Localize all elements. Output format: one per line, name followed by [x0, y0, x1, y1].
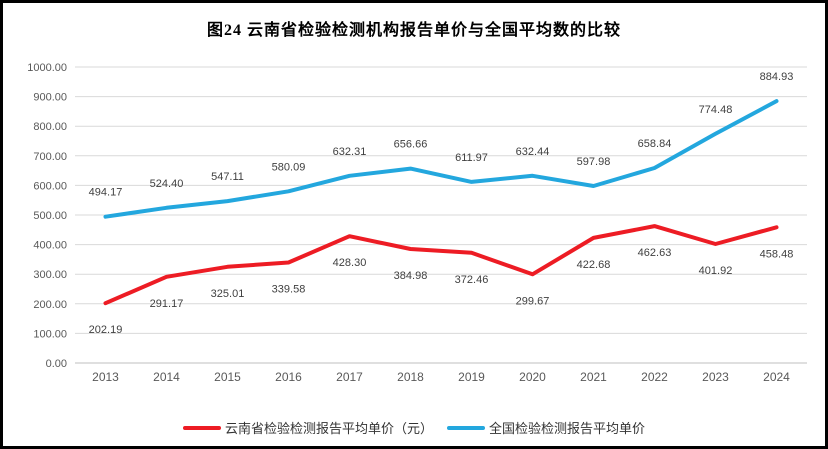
data-label: 372.46 [455, 274, 489, 286]
x-tick-label: 2016 [275, 370, 302, 384]
line-chart-plot: 0.00 100.00 200.00 300.00 400.00 500.00 600.00… [27, 62, 807, 384]
y-tick-label: 100.00 [33, 328, 67, 340]
data-label: 428.30 [333, 257, 367, 269]
y-tick-label: 800.00 [33, 121, 67, 133]
y-tick-label: 400.00 [33, 240, 67, 252]
data-label: 299.67 [516, 295, 550, 307]
data-label: 384.98 [394, 270, 428, 282]
x-tick-label: 2022 [641, 370, 668, 384]
x-tick-label: 2021 [580, 370, 607, 384]
x-tick-label: 2024 [763, 370, 790, 384]
x-tick-label: 2017 [336, 370, 363, 384]
data-label: 774.48 [699, 104, 733, 116]
legend-item-national: 全国检验检测报告平均单价 [447, 418, 645, 437]
data-label: 401.92 [699, 265, 733, 277]
x-tick-label: 2013 [92, 370, 119, 384]
series-line-1 [103, 99, 779, 219]
data-label: 547.11 [211, 171, 244, 183]
y-tick-label: 500.00 [33, 210, 67, 222]
x-tick-label: 2020 [519, 370, 546, 384]
legend-swatch-yunnan-icon [182, 425, 221, 430]
data-label: 632.44 [516, 146, 550, 158]
y-tick-label: 700.00 [33, 151, 67, 163]
data-label: 632.31 [333, 146, 367, 158]
data-label: 202.19 [89, 324, 123, 336]
y-tick-label: 900.00 [33, 92, 67, 104]
x-tick-label: 2015 [214, 370, 241, 384]
legend-label-national: 全国检验检测报告平均单价 [489, 421, 646, 436]
data-label: 494.17 [89, 187, 123, 199]
data-label: 462.63 [638, 247, 672, 259]
x-tick-label: 2023 [702, 370, 729, 384]
data-label: 656.66 [394, 139, 428, 151]
y-tick-label: 600.00 [33, 180, 67, 192]
data-label: 658.84 [638, 138, 672, 150]
legend-label-yunnan: 云南省检验检测报告平均单价（元） [224, 421, 433, 436]
data-label: 597.98 [577, 156, 611, 168]
series-line-0 [103, 224, 779, 306]
y-tick-label: 200.00 [33, 299, 67, 311]
data-label: 291.17 [150, 298, 184, 310]
legend-swatch-national-icon [447, 425, 485, 430]
data-label: 458.48 [760, 248, 794, 260]
data-label: 580.09 [272, 161, 306, 173]
data-label: 524.40 [150, 178, 184, 190]
chart-legend: 云南省检验检测报告平均单价（元） 全国检验检测报告平均单价 [3, 418, 825, 437]
y-tick-label: 300.00 [33, 269, 67, 281]
chart-title: 图24 云南省检验检测机构报告单价与全国平均数的比较 [206, 22, 621, 39]
data-label: 339.58 [272, 283, 306, 295]
legend-item-yunnan: 云南省检验检测报告平均单价（元） [182, 418, 433, 437]
data-label: 325.01 [211, 288, 245, 300]
x-tick-label: 2014 [153, 370, 180, 384]
y-tick-label: 0.00 [46, 358, 67, 370]
data-label: 422.68 [577, 259, 611, 271]
data-label: 884.93 [760, 71, 794, 83]
y-tick-label: 1000.00 [27, 62, 67, 74]
x-tick-label: 2018 [397, 370, 424, 384]
x-tick-label: 2019 [458, 370, 485, 384]
data-label: 611.97 [455, 152, 488, 164]
